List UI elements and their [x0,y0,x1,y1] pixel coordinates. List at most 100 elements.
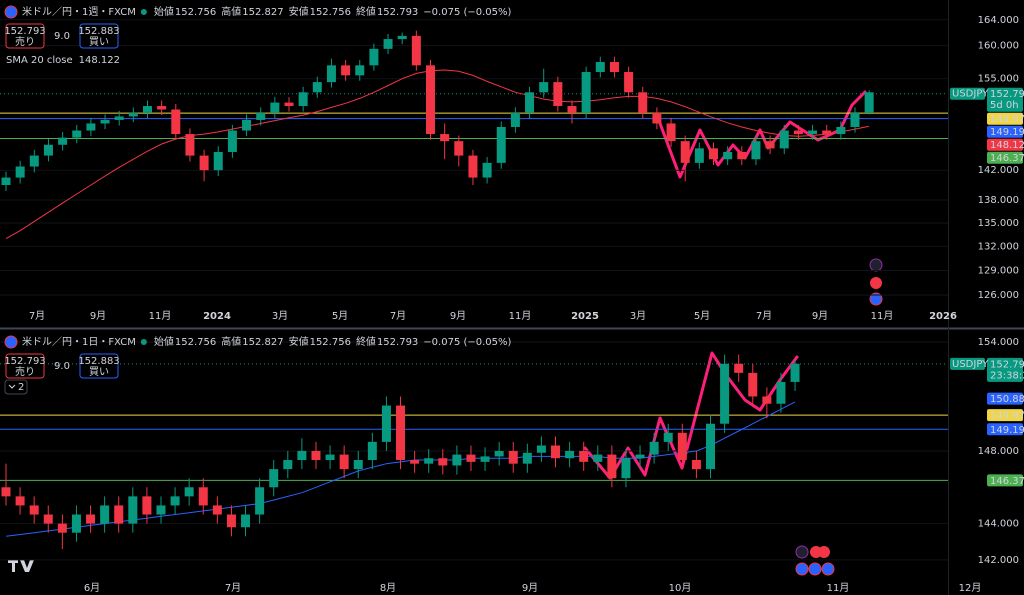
candle-body [822,130,832,135]
price-tag-label: 150.883 [990,394,1024,405]
price-tick-label: 126.000 [978,290,1019,301]
candle-body [212,505,222,515]
price-tick-label: 148.000 [978,446,1019,457]
price-tag-label: 152.793 [990,359,1024,370]
candle-body [396,405,406,461]
candle-body [341,65,351,76]
buy-price: 152.883 [78,26,119,37]
candle-body [426,65,435,135]
candle-body [283,460,293,470]
candle-body [57,523,67,533]
spread: 9.0 [54,31,70,42]
candle-body [339,454,349,470]
price-tag-label: 149.970 [990,411,1024,422]
candle-body [737,151,747,160]
candle-body [15,496,25,506]
candle-body [751,141,761,160]
candle-body [424,458,434,464]
logo [8,560,34,572]
sell-button[interactable] [5,23,45,49]
event-icon[interactable] [808,562,822,576]
candle-body [776,381,786,404]
candle-body [482,162,492,178]
event-icon[interactable] [870,277,882,289]
event-icon[interactable] [818,546,830,558]
candle-body [864,92,874,113]
candle-body [779,130,789,149]
candle-body [567,106,577,113]
time-label: 7月 [756,310,772,322]
candle-body [609,62,619,73]
time-label: 3月 [630,310,646,322]
ohlc-value: 152.827 [242,7,283,18]
price-tick-label: 164.000 [978,15,1019,26]
buy-button[interactable] [79,23,119,49]
price-tag-label: 149.192 [990,425,1024,436]
candle-body [808,130,818,135]
candle-body [29,155,39,167]
event-icon[interactable] [869,292,883,306]
time-label: 5月 [332,310,348,322]
candle-body [411,35,421,66]
sell-button[interactable] [5,353,45,379]
candle-body [508,450,518,464]
candle-body [607,454,617,479]
candle-body [128,496,138,524]
event-icon[interactable] [821,562,835,576]
candle-body [353,460,363,470]
candle-body [72,130,82,138]
candle-body [128,112,138,117]
pane: 154.000 148.000 144.000 142.000 6月 7月 8月 9月 10月 1… [0,335,1024,594]
candle-body [595,62,605,73]
ohlc-value: 152.756 [175,7,216,18]
candle-body [663,432,673,442]
candle-body [29,505,39,515]
candle-body [241,514,251,528]
candle-body [793,130,803,135]
time-label: 7月 [225,582,241,594]
indicator-name: SMA 20 close [6,55,73,66]
candle-body [100,119,110,124]
candle-body [383,39,393,49]
candle-body [579,450,589,462]
price-tag [987,392,1023,405]
candle-body [624,72,634,93]
candle-body [494,450,504,457]
market-status [140,339,147,345]
candle-body [86,123,96,131]
candle-body [762,396,772,404]
price-tag [987,125,1023,138]
candle-body [213,151,223,171]
candle-body [677,432,687,461]
buy-button[interactable] [79,353,119,379]
candle-body [143,106,152,113]
buy-label: 買い [89,366,109,378]
candle-body [325,454,335,461]
price-tick-label: 138.000 [978,195,1019,206]
symbol-tag-label: USDJPY [952,89,989,100]
time-label: 9月 [812,310,828,322]
candle-body [255,487,265,515]
collapse-toggle[interactable] [4,379,28,395]
event-icon[interactable] [795,562,809,576]
time-label: 2025 [571,311,599,322]
event-icon[interactable] [869,258,883,272]
price-tag-timer: 23:38:24 [990,370,1024,381]
candle-body [142,496,152,515]
drawn-trend [583,351,799,480]
time-label: 8月 [380,582,396,594]
candle-body [114,116,124,120]
candle-body [765,141,775,149]
sell-price: 152.793 [4,26,45,37]
event-icon[interactable] [795,545,809,559]
candle-body [298,92,308,107]
ohlc-value: 152.756 [175,337,216,348]
candle-body [734,363,744,373]
candle-body [367,441,377,461]
candle-body [184,487,194,497]
candle-body [198,487,208,506]
candle-body [466,454,476,462]
candle-body [720,363,730,424]
